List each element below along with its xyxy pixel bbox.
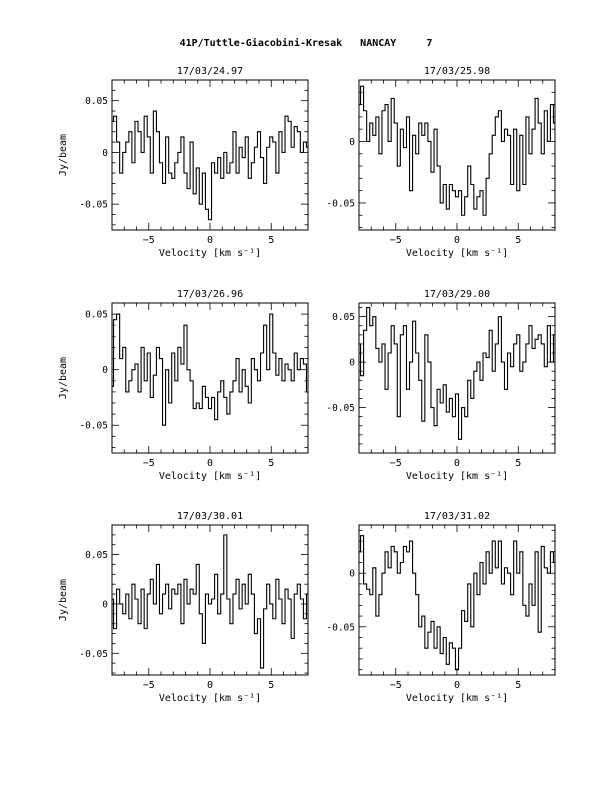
spectrum-series-line: [112, 534, 308, 669]
x-axis-label: Velocity [km s⁻¹]: [159, 471, 261, 482]
x-axis-label: Velocity [km s⁻¹]: [406, 693, 508, 704]
spectrum-series-line: [359, 307, 555, 440]
spectrum-series-line: [359, 535, 555, 671]
page-title: 41P/Tuttle-Giacobini-Kresak NANCAY 7: [179, 38, 433, 49]
x-tick-label: 0: [207, 680, 213, 691]
chart-panel: −5 0 5 -0.05 0 17/03/31.02 Velocity [km s⁻¹]: [326, 511, 556, 704]
y-tick-label: 0: [349, 569, 355, 580]
y-axis-label: Jy/beam: [58, 579, 69, 621]
y-tick-label: -0.05: [326, 622, 355, 633]
x-tick-label: 5: [268, 235, 274, 246]
x-tick-label: −5: [390, 680, 402, 691]
x-tick-label: 5: [268, 458, 274, 469]
chart-panel: −5 0 5 -0.05 0 0.05 17/03/30.01 Velocity [km s⁻…: [58, 511, 309, 704]
x-axis-label: Velocity [km s⁻¹]: [159, 248, 261, 259]
x-tick-label: −5: [143, 680, 155, 691]
y-tick-label: -0.05: [326, 403, 355, 414]
chart-panel: −5 0 5 -0.05 0 0.05 17/03/24.97 Velocity [km s⁻…: [58, 66, 309, 259]
chart-title: 17/03/25.98: [424, 66, 490, 77]
chart-panel: −5 0 5 -0.05 0 17/03/25.98 Velocity [km s⁻¹]: [326, 66, 556, 259]
y-tick-label: -0.05: [79, 200, 108, 211]
y-tick-label: 0.05: [332, 312, 355, 323]
y-tick-label: 0.05: [85, 96, 108, 107]
x-tick-label: 0: [207, 458, 213, 469]
x-tick-label: 5: [268, 680, 274, 691]
y-axis-label: Jy/beam: [58, 357, 69, 399]
x-tick-label: −5: [143, 235, 155, 246]
y-tick-label: 0.05: [85, 310, 108, 321]
x-tick-label: −5: [390, 235, 402, 246]
spectrum-series-line: [112, 313, 308, 426]
x-tick-label: 0: [454, 680, 460, 691]
y-tick-label: 0.05: [85, 550, 108, 561]
chart-title: 17/03/24.97: [177, 66, 243, 77]
x-tick-label: −5: [390, 458, 402, 469]
chart-title: 17/03/30.01: [177, 511, 243, 522]
y-axis-label: Jy/beam: [58, 134, 69, 176]
chart-panel: −5 0 5 -0.05 0 0.05 17/03/26.96 Velocity [km s⁻…: [58, 289, 309, 482]
x-axis-label: Velocity [km s⁻¹]: [159, 693, 261, 704]
spectrum-series-line: [112, 110, 308, 221]
y-tick-label: 0: [102, 148, 108, 159]
y-tick-label: 0: [102, 599, 108, 610]
x-axis-label: Velocity [km s⁻¹]: [406, 471, 508, 482]
y-tick-label: -0.05: [79, 421, 108, 432]
y-tick-label: 0: [102, 365, 108, 376]
x-tick-label: 5: [515, 458, 521, 469]
y-tick-label: 0: [349, 358, 355, 369]
plot-frame: [358, 524, 556, 676]
x-tick-label: 0: [207, 235, 213, 246]
x-tick-label: 0: [454, 458, 460, 469]
chart-panel: −5 0 5 -0.05 0 0.05 17/03/29.00 Velocity [km s⁻…: [326, 289, 556, 482]
x-tick-label: 0: [454, 235, 460, 246]
chart-title: 17/03/26.96: [177, 289, 243, 300]
chart-title: 17/03/31.02: [424, 511, 490, 522]
y-tick-label: -0.05: [326, 198, 355, 209]
x-axis-label: Velocity [km s⁻¹]: [406, 248, 508, 259]
x-tick-label: −5: [143, 458, 155, 469]
y-tick-label: -0.05: [79, 649, 108, 660]
y-tick-label: 0: [349, 137, 355, 148]
x-tick-label: 5: [515, 680, 521, 691]
x-tick-label: 5: [515, 235, 521, 246]
chart-title: 17/03/29.00: [424, 289, 490, 300]
spectrum-series-line: [359, 85, 555, 216]
